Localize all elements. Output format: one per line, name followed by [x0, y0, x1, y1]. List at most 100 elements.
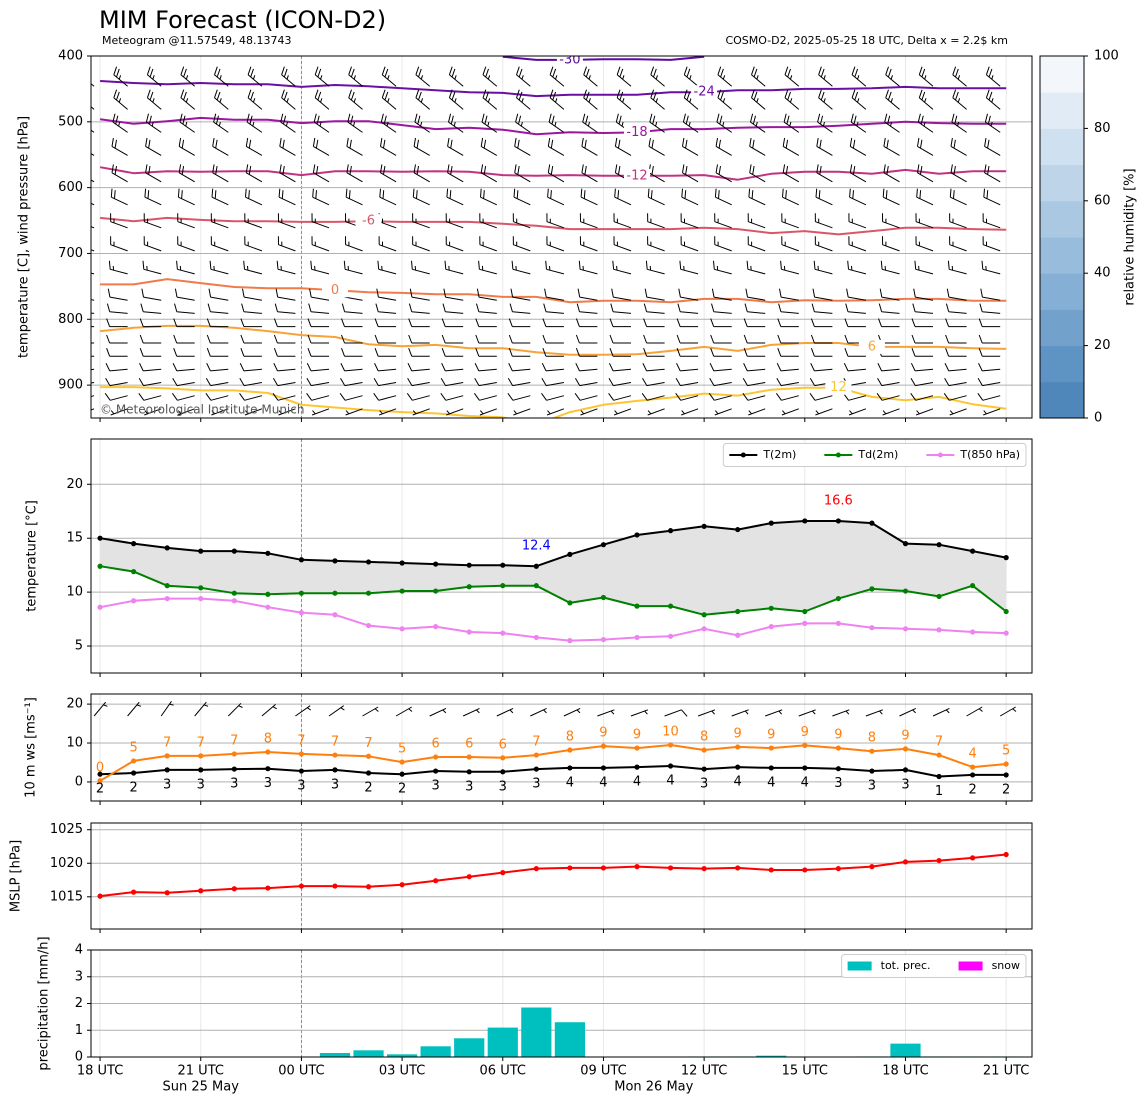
wind-barb — [513, 188, 531, 206]
wind-barb — [139, 348, 162, 357]
series-marker — [936, 857, 942, 864]
wind-barb — [478, 260, 497, 275]
wind-barb — [312, 188, 330, 206]
series-marker — [802, 620, 808, 626]
wind-barb — [279, 164, 296, 183]
wind-barb — [918, 89, 934, 110]
wind-barb — [966, 706, 983, 717]
wind-barb — [832, 709, 850, 717]
series-marker — [701, 866, 707, 872]
wind-barb — [275, 288, 296, 301]
wind-barb — [877, 362, 900, 372]
wind-barb — [239, 377, 262, 387]
wind-barb — [306, 393, 330, 401]
wind-barb — [380, 164, 397, 183]
wind-barb — [110, 408, 128, 416]
series-marker — [634, 764, 640, 770]
wind-barb — [910, 362, 934, 372]
wind-barb — [743, 362, 766, 372]
wind-barb — [208, 288, 229, 301]
wind-barb — [884, 113, 900, 133]
wind-barb — [777, 334, 799, 344]
wind-barb — [307, 348, 329, 357]
wind-barb — [211, 408, 229, 416]
wind-barb — [244, 408, 263, 416]
wind-barb — [676, 362, 699, 372]
series-marker — [298, 751, 305, 757]
legend-label: Td(2m) — [857, 448, 898, 461]
wind-barb — [844, 348, 866, 357]
wind-barb — [917, 164, 934, 183]
wind-barb — [177, 188, 195, 206]
annotation: 16.6 — [824, 493, 853, 508]
wind-barb — [413, 164, 430, 183]
wind-barb — [575, 362, 598, 372]
plot-frame — [90, 949, 1033, 1058]
y-tick-label: 20 — [66, 477, 83, 492]
value-label: 2 — [129, 780, 137, 795]
wind-barb — [240, 348, 262, 357]
wind-barb — [816, 137, 833, 156]
wind-barb — [916, 188, 934, 206]
series-marker — [970, 772, 976, 778]
wind-barb — [914, 260, 934, 275]
colorbar-tick-label: 100 — [1094, 49, 1119, 64]
wind-barb — [145, 164, 162, 183]
wind-barb — [949, 188, 967, 206]
legend-marker — [740, 452, 746, 458]
wind-barb — [442, 303, 464, 314]
wind-barb — [747, 236, 766, 252]
bar — [420, 1046, 451, 1057]
wind-barb — [411, 260, 430, 275]
value-label: 0 — [96, 760, 104, 775]
wind-barb — [643, 318, 665, 328]
plot-area — [319, 1007, 1022, 1057]
y-tick-label: 0 — [75, 1050, 83, 1065]
wind-barb — [882, 408, 900, 416]
series-marker — [231, 766, 237, 772]
series-marker — [97, 604, 103, 610]
wind-barb — [273, 348, 296, 357]
value-label: 1 — [935, 784, 943, 799]
bar — [386, 1054, 418, 1057]
wind-barb — [510, 288, 531, 301]
plot-area — [93, 701, 1017, 784]
wind-barb — [448, 113, 464, 133]
wind-barb — [530, 707, 547, 717]
series-marker — [399, 882, 405, 888]
wind-barb — [240, 318, 262, 328]
wind-barb — [106, 318, 128, 328]
wind-barb — [174, 303, 195, 314]
series-marker — [735, 632, 741, 638]
wind-barb — [946, 288, 967, 301]
wind-barb — [682, 164, 699, 183]
wind-barb — [645, 260, 665, 275]
legend-box — [841, 954, 1027, 978]
wind-barb — [680, 236, 699, 252]
wind-barb — [984, 164, 1001, 183]
wind-barb — [911, 348, 933, 357]
wind-barb — [983, 188, 1001, 206]
value-label: 4 — [599, 775, 607, 790]
series-marker — [533, 634, 539, 641]
series-marker — [835, 595, 841, 602]
wind-barb — [173, 318, 195, 328]
wind-barb — [245, 164, 263, 183]
wind-barb — [91, 106, 95, 110]
wind-barb — [574, 393, 598, 401]
series-marker — [869, 625, 875, 631]
wind-barb — [743, 318, 766, 328]
series-marker — [97, 535, 103, 541]
wind-barb — [943, 393, 967, 401]
series-marker — [1003, 608, 1009, 615]
wind-barb — [899, 707, 917, 717]
series-marker — [701, 626, 707, 632]
wind-barb — [107, 288, 128, 301]
wind-barb — [139, 334, 162, 344]
series-marker — [231, 886, 237, 892]
chart-subtitle: Meteogram @11.57549, 48.13743 — [102, 34, 292, 47]
value-label: 3 — [499, 779, 507, 794]
wind-barb — [851, 66, 867, 87]
wind-barb — [915, 213, 934, 229]
wind-barb — [106, 303, 128, 314]
